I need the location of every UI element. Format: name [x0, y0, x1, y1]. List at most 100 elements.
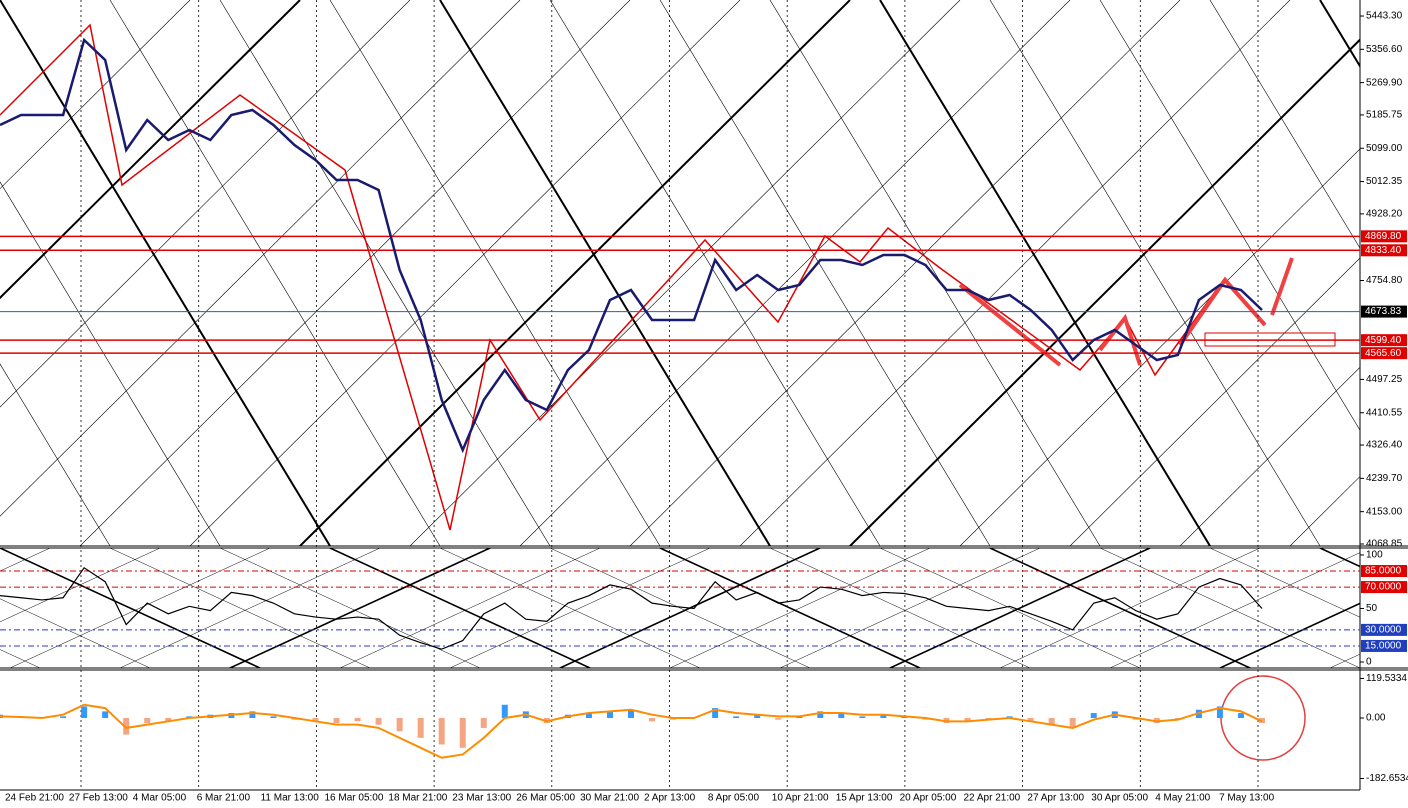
x-tick-label: 11 Mar 13:00 [261, 793, 320, 804]
x-tick-label: 27 Feb 13:00 [69, 793, 128, 804]
histogram-bar [1237, 713, 1244, 719]
rsi-fan-line [339, 548, 601, 668]
histogram-bar [838, 713, 845, 719]
y-tick-label: 4754.80 [1366, 275, 1403, 286]
histogram-bar [81, 706, 88, 719]
rsi-fan-line [329, 548, 591, 668]
histogram-bar [880, 714, 887, 719]
histogram-bar [1069, 718, 1076, 728]
fan-line [989, 0, 1321, 546]
histogram-bar [354, 718, 361, 722]
y-tick-label: 5356.60 [1366, 44, 1403, 55]
rsi-fan-line [449, 548, 711, 668]
rsi-fan-line [9, 548, 271, 668]
rsi-fan-line [1099, 548, 1360, 668]
fan-line [1179, 366, 1360, 546]
y-tick-label: -182.6534 [1366, 773, 1408, 784]
y-tick-label: 5099.00 [1366, 143, 1403, 154]
histogram-bar [144, 718, 151, 723]
histogram-bar [417, 718, 424, 738]
rsi-fan-line [549, 548, 811, 668]
level-label-box [1361, 347, 1407, 360]
frame [0, 0, 1408, 791]
level-label: 85.0000 [1365, 566, 1402, 577]
fan-line [109, 0, 441, 546]
y-tick-label: 4410.55 [1366, 407, 1403, 418]
x-tick-label: 7 May 13:00 [1219, 793, 1274, 804]
histogram-bar [859, 716, 866, 719]
macd-line [0, 703, 1263, 759]
y-tick-label: 50 [1366, 603, 1378, 614]
level-label-box [1361, 623, 1407, 636]
rsi-fan-line [1109, 552, 1360, 668]
fan-line [0, 0, 301, 300]
fan-line [1209, 0, 1360, 249]
fan-line [189, 0, 741, 546]
rsi-fan-line [439, 548, 701, 668]
rsi-fan-line [999, 548, 1261, 668]
x-tick-label: 4 May 21:00 [1155, 793, 1210, 804]
rsi-fan-line [989, 548, 1251, 668]
histogram-bar [165, 718, 172, 722]
histogram-bar [1027, 718, 1034, 722]
level-label: 4565.60 [1365, 348, 1402, 359]
y-tick-label: 5012.35 [1366, 176, 1403, 187]
level-label-box [1361, 230, 1407, 243]
histogram-bar [1090, 713, 1097, 719]
x-tick-label: 22 Apr 21:00 [964, 793, 1021, 804]
histogram-bar [480, 718, 487, 728]
fan-line [329, 0, 661, 546]
x-tick-label: 10 Apr 21:00 [772, 793, 829, 804]
fan-line [0, 0, 521, 517]
x-tick-label: 6 Mar 21:00 [197, 793, 251, 804]
rsi-fan-line [109, 548, 371, 668]
histogram-bar [606, 711, 613, 719]
level-label: 4869.80 [1365, 231, 1402, 242]
histogram-bar [501, 704, 508, 719]
x-tick-label: 30 Mar 21:00 [580, 793, 639, 804]
rsi-fan-line [659, 548, 921, 668]
level-label: 4599.40 [1365, 335, 1402, 346]
y-tick-label: 5269.90 [1366, 77, 1403, 88]
fan-line [0, 0, 411, 408]
level-label-box [1361, 581, 1407, 594]
x-tick-label: 30 Apr 05:00 [1091, 793, 1148, 804]
x-tick-label: 2 Apr 13:00 [644, 793, 696, 804]
fan-line [79, 0, 631, 546]
y-tick-label: 5443.30 [1366, 11, 1403, 22]
x-tick-label: 4 Mar 05:00 [133, 793, 187, 804]
rsi-fan-line [879, 548, 1141, 668]
level-label: 70.0000 [1365, 582, 1402, 593]
level-label-box [1361, 334, 1407, 347]
y-tick-label: 4239.70 [1366, 473, 1403, 484]
level-label: 4673.83 [1365, 306, 1402, 317]
fan-line [0, 0, 191, 190]
level-label-box [1361, 244, 1407, 257]
fan-line [739, 0, 1291, 546]
level-label: 4833.40 [1365, 245, 1402, 256]
rsi-fan-line [0, 548, 51, 572]
x-tick-label: 18 Mar 21:00 [388, 793, 447, 804]
y-tick-label: 4153.00 [1366, 506, 1403, 517]
level-label: 15.0000 [1365, 641, 1402, 652]
fan-line [0, 0, 331, 546]
histogram-bar [585, 713, 592, 719]
histogram-bar [249, 711, 256, 719]
rsi-fan-line [779, 548, 1041, 668]
rsi-fan-line [669, 548, 931, 668]
rsi-fan-line [769, 548, 1031, 668]
x-tick-label: 15 Apr 13:00 [836, 793, 893, 804]
y-tick-label: 0 [1366, 657, 1372, 668]
histogram-bar [312, 718, 319, 722]
y-tick-label: 0.00 [1366, 713, 1386, 724]
fan-line [849, 38, 1360, 546]
fan-line [219, 0, 551, 546]
x-tick-label: 20 Apr 05:00 [900, 793, 957, 804]
rsi-fan-line [0, 548, 261, 668]
x-tick-label: 24 Feb 21:00 [5, 793, 64, 804]
level-label: 30.0000 [1365, 625, 1402, 636]
y-tick-label: 100 [1366, 550, 1383, 561]
histogram-bar [817, 711, 824, 719]
fan-line [439, 0, 771, 546]
